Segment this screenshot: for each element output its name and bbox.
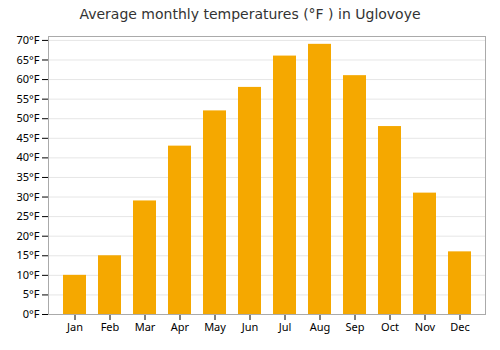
svg-text:Dec: Dec bbox=[450, 319, 470, 334]
svg-text:45°F: 45°F bbox=[16, 130, 39, 145]
svg-text:55°F: 55°F bbox=[16, 91, 39, 106]
svg-text:Jun: Jun bbox=[241, 319, 259, 334]
svg-text:Aug: Aug bbox=[310, 319, 331, 334]
svg-text:35°F: 35°F bbox=[16, 169, 39, 184]
svg-text:Sep: Sep bbox=[345, 319, 364, 334]
svg-text:65°F: 65°F bbox=[16, 52, 39, 67]
svg-text:10°F: 10°F bbox=[16, 267, 39, 282]
svg-text:Nov: Nov bbox=[415, 319, 436, 334]
svg-text:50°F: 50°F bbox=[16, 110, 39, 125]
svg-text:May: May bbox=[204, 319, 226, 334]
svg-text:25°F: 25°F bbox=[16, 208, 39, 223]
svg-text:30°F: 30°F bbox=[16, 189, 39, 204]
html-text:Average monthly temperatures (: Average monthly temperatures (°F ) in Ug… bbox=[79, 6, 421, 22]
svg-text:Oct: Oct bbox=[381, 319, 399, 334]
svg-text:Apr: Apr bbox=[171, 319, 190, 334]
svg-text:20°F: 20°F bbox=[16, 228, 39, 243]
svg-text:70°F: 70°F bbox=[16, 32, 39, 47]
svg-text:60°F: 60°F bbox=[16, 71, 39, 86]
svg-text:0°F: 0°F bbox=[23, 306, 40, 321]
svg-text:Jul: Jul bbox=[278, 319, 292, 334]
svg-text:15°F: 15°F bbox=[16, 247, 39, 262]
svg-text:40°F: 40°F bbox=[16, 149, 39, 164]
svg-text:Mar: Mar bbox=[135, 319, 156, 334]
svg-text:5°F: 5°F bbox=[23, 286, 40, 301]
svg-text:Feb: Feb bbox=[101, 319, 120, 334]
svg-text:Jan: Jan bbox=[66, 319, 83, 334]
